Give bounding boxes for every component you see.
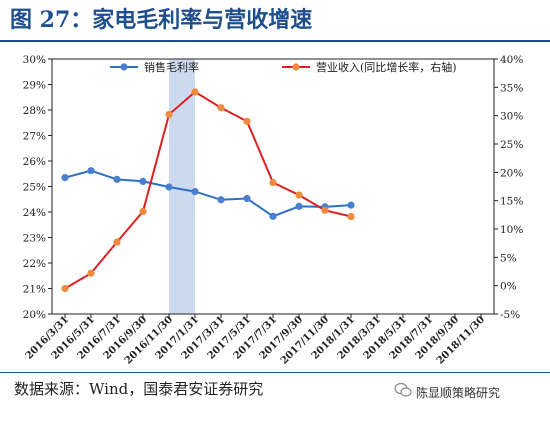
revenue-growth-point [139,207,147,216]
left-tick-label: 26% [23,156,46,168]
revenue-growth-line [64,90,352,290]
left-tick-label: 25% [23,182,46,194]
left-tick-label: 30% [23,54,46,66]
gross-margin-point [87,167,95,175]
revenue-growth-point [165,110,173,119]
legend-label: 销售毛利率 [144,60,199,74]
right-tick-label: 0% [500,281,517,293]
left-tick-label: 22% [23,258,46,270]
source-note: 数据来源：Wind，国泰君安证券研究 [14,380,264,398]
left-tick-label: 21% [23,284,46,296]
left-tick-label: 27% [23,131,46,143]
right-tick-label: 15% [500,196,523,208]
right-tick-label: 10% [500,224,523,236]
gross-margin-point [347,201,355,209]
left-tick-label: 28% [23,105,46,117]
revenue-growth-point [321,206,329,214]
revenue-growth-point [243,117,251,125]
gross-margin-point [243,194,251,203]
chart-title: 图 27：家电毛利率与营收增速 [10,7,313,33]
chart: 20% 21% 22% 23% 24% 25% 26% 27% 28% 29% 30% -5% 0% 5%… [23,54,524,367]
left-tick-label: 20% [23,309,46,321]
left-tick-label: 24% [23,207,46,219]
gross-margin-point [269,212,277,220]
revenue-growth-point [269,178,277,187]
revenue-growth-point [295,191,303,199]
gross-margin-point [61,173,69,182]
gross-margin-line [64,169,352,218]
wechat-icon [394,382,412,397]
left-tick-label: 29% [23,80,46,92]
gross-margin-point [165,183,173,191]
right-tick-label: 35% [500,82,523,94]
right-tick-label: -5% [500,309,520,321]
title-rule [0,40,550,42]
left-tick-label: 23% [23,233,46,245]
legend-swatch-point [120,63,128,71]
right-tick-label: 40% [500,54,523,66]
gross-margin-point [191,188,199,196]
watermark: 陈显顺策略研究 [416,386,501,400]
revenue-growth-point [191,88,199,96]
revenue-growth-point [217,104,225,112]
revenue-growth-point [113,238,121,246]
gross-margin-point [139,177,147,185]
gross-margin-point [295,202,303,210]
source-rule [0,372,550,373]
highlight-band [169,59,195,314]
revenue-growth-point [61,284,69,293]
plot-frame [51,58,495,315]
legend-swatch-point [292,63,300,71]
gross-margin-point [113,175,121,183]
revenue-growth-point [87,269,95,277]
legend-label: 营业收入(同比增长率，右轴) [316,60,457,74]
revenue-growth-point [347,212,355,221]
right-tick-label: 5% [500,252,517,264]
right-tick-label: 30% [500,111,523,123]
right-tick-label: 25% [500,139,523,151]
gross-margin-point [217,196,225,204]
right-tick-label: 20% [500,167,523,179]
